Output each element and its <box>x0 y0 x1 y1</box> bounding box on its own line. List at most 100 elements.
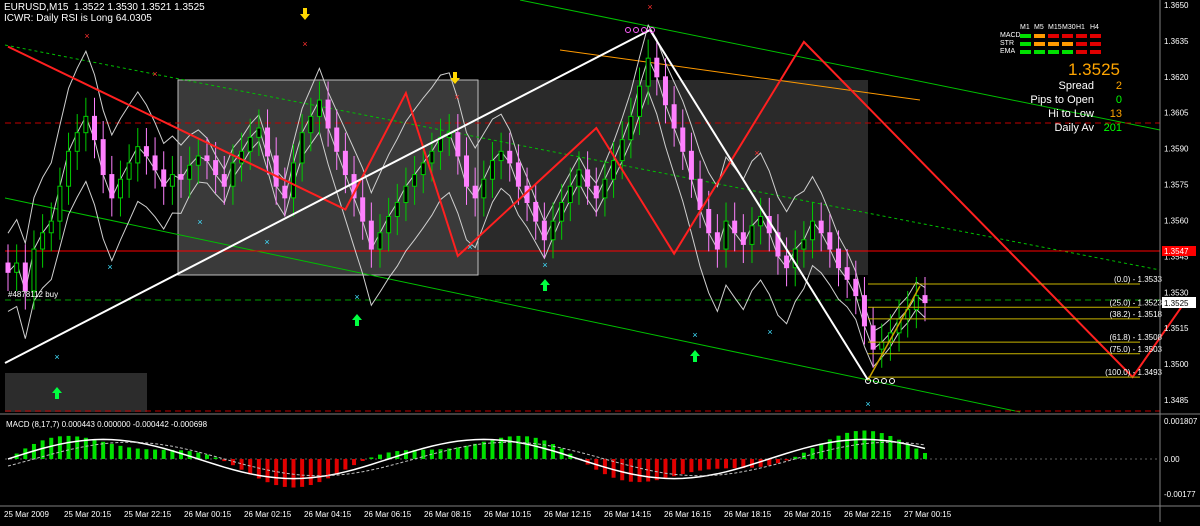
candle-body <box>326 100 330 128</box>
macd-bar <box>118 446 122 459</box>
candle-body <box>568 186 572 202</box>
candle-body <box>179 175 183 180</box>
candle-body <box>689 151 693 179</box>
signal-row-label: EMA <box>1000 48 1015 55</box>
candle-body <box>283 186 287 198</box>
macd-bar <box>802 453 806 459</box>
macd-bar <box>369 457 373 459</box>
time-tick-label: 26 Mar 18:15 <box>724 510 772 519</box>
buy-arrow <box>540 279 550 291</box>
sell-cross-marker: × <box>754 148 759 158</box>
price-tick-label: 1.3575 <box>1164 181 1189 190</box>
macd-bar <box>534 438 538 459</box>
macd-bar <box>67 436 71 459</box>
timeframe-label-h4: H4 <box>1090 24 1099 31</box>
candle-body <box>335 128 339 151</box>
candle-body <box>534 203 538 222</box>
candle-body <box>67 151 71 186</box>
macd-bar <box>906 444 910 459</box>
candle-body <box>473 186 477 198</box>
signal-cell <box>1020 34 1031 38</box>
info-row-value: 13 <box>1100 108 1122 120</box>
sell-cross-marker: × <box>302 39 307 49</box>
macd-bar <box>465 446 469 459</box>
time-tick-label: 26 Mar 14:15 <box>604 510 652 519</box>
candle-body <box>681 128 685 151</box>
indicator-line: ICWR: Daily RSI is Long 64.0305 <box>4 13 152 24</box>
candle-body <box>741 233 745 245</box>
candle-body <box>188 165 192 179</box>
candle-body <box>456 133 460 156</box>
macd-bar <box>58 436 62 459</box>
macd-bar <box>880 433 884 459</box>
macd-bar <box>473 444 477 459</box>
candle-body <box>836 249 840 268</box>
fib-level-label: (25.0) - 1.3523 <box>1110 298 1163 307</box>
macd-bar <box>707 459 711 469</box>
macd-bar <box>733 459 737 468</box>
candle-body <box>387 216 391 232</box>
current-price-tag-label: 1.3525 <box>1164 299 1189 308</box>
time-tick-label: 26 Mar 16:15 <box>664 510 712 519</box>
macd-bar <box>352 459 356 465</box>
candle-body <box>127 163 131 179</box>
macd-bar <box>93 440 97 459</box>
macd-bar <box>672 459 676 476</box>
candle-body <box>629 116 633 139</box>
macd-bar <box>110 444 114 459</box>
macd-bar <box>456 447 460 459</box>
candle-body <box>144 147 148 156</box>
candle-body <box>586 170 590 186</box>
macd-bar <box>724 459 728 468</box>
candle-body <box>923 296 927 303</box>
macd-bar <box>214 458 218 459</box>
candle-body <box>655 58 659 77</box>
signal-cell <box>1048 42 1059 46</box>
signal-cell <box>1048 50 1059 54</box>
price-tick-label: 1.3530 <box>1164 288 1189 297</box>
signal-cell <box>1062 50 1073 54</box>
info-row-value: 201 <box>1100 122 1122 134</box>
macd-bar <box>689 459 693 472</box>
candle-body <box>317 100 321 116</box>
candle-body <box>205 156 209 161</box>
macd-bar <box>317 459 321 482</box>
macd-bar <box>862 431 866 459</box>
fib-level-label: (0.0) - 1.3533 <box>1114 275 1163 284</box>
buy-cross-marker: × <box>767 327 772 337</box>
candle-body <box>482 179 486 198</box>
macd-bar <box>759 459 763 467</box>
candle-body <box>646 58 650 86</box>
macd-bar <box>836 436 840 459</box>
price-tick-label: 1.3620 <box>1164 73 1189 82</box>
candle-body <box>802 240 806 249</box>
macd-bar <box>136 449 140 459</box>
candle-body <box>309 116 313 132</box>
macd-bar <box>698 459 702 471</box>
candle-body <box>698 179 702 209</box>
timeframe-label-h1: H1 <box>1076 24 1085 31</box>
candle-body <box>759 216 763 225</box>
macd-tick-label: -0.00177 <box>1164 490 1196 499</box>
buy-cross-marker: × <box>865 399 870 409</box>
fractal-marker-top <box>626 28 631 33</box>
macd-bar <box>127 447 131 459</box>
candle-body <box>222 175 226 187</box>
candle-body <box>413 175 417 187</box>
candle-body <box>248 137 252 151</box>
price-tick-label: 1.3650 <box>1164 1 1189 10</box>
signal-row-label: STR <box>1000 40 1014 47</box>
candle-body <box>465 156 469 186</box>
candle-body <box>58 186 62 221</box>
candle-body <box>291 163 295 198</box>
candle-body <box>15 263 19 272</box>
macd-bar <box>508 436 512 459</box>
price-tick-label: 1.3515 <box>1164 324 1189 333</box>
candle-body <box>274 156 278 186</box>
macd-bar <box>923 453 927 459</box>
